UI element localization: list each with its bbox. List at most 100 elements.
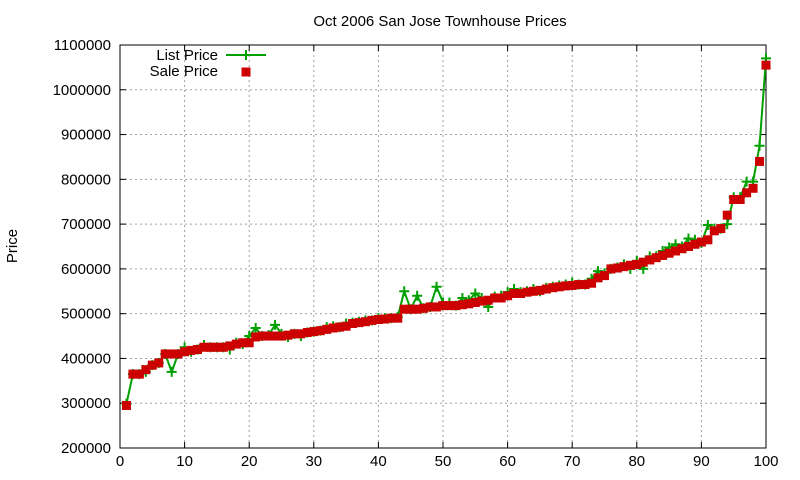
sale-price-point [212, 342, 222, 352]
sale-price-point [412, 304, 422, 314]
y-tick-label: 400000 [61, 350, 111, 367]
sale-price-point [574, 280, 584, 290]
sale-price-point [619, 262, 629, 272]
x-tick-label: 70 [564, 453, 581, 470]
sale-price-point [160, 349, 170, 359]
sale-price-point [354, 318, 364, 328]
y-tick-label: 800000 [61, 171, 111, 188]
sale-price-point [483, 295, 493, 305]
sale-price-point [703, 235, 713, 245]
sale-price-point [193, 344, 203, 354]
sale-price-point [612, 263, 622, 273]
sale-price-point [535, 285, 545, 295]
y-tick-label: 900000 [61, 127, 111, 144]
list-price-point [270, 319, 281, 330]
legend-marker-sale-price [241, 67, 251, 77]
sale-price-point [251, 332, 261, 342]
sale-price-point [490, 293, 500, 303]
sale-price-point [296, 329, 306, 339]
y-axis-label: Price [4, 229, 21, 263]
sale-price-point [360, 317, 370, 327]
sale-price-point [186, 345, 196, 355]
sale-price-point [496, 293, 506, 303]
sale-price-point [199, 342, 209, 352]
sale-price-point [690, 239, 700, 249]
sale-price-point [683, 242, 693, 251]
sale-price-point [289, 329, 299, 339]
sale-price-point [264, 331, 274, 341]
sale-price-point [380, 314, 390, 324]
sale-price-point [367, 315, 377, 325]
sale-price-point [309, 327, 319, 337]
list-price-point [754, 140, 765, 151]
sale-price-point [716, 224, 726, 234]
sale-price-point [432, 302, 442, 312]
sale-price-point [593, 273, 603, 283]
y-tick-label: 500000 [61, 306, 111, 323]
sale-price-point [315, 326, 325, 336]
x-tick-label: 50 [435, 453, 452, 470]
sale-price-point [561, 281, 571, 291]
sale-price-point [664, 248, 674, 258]
sale-price-point [283, 330, 293, 340]
sale-price-point [671, 246, 681, 256]
sale-price-point [134, 369, 144, 379]
sale-price-point [406, 304, 416, 314]
sale-price-point [277, 331, 286, 341]
series-layer [121, 53, 771, 410]
sale-price-point [393, 313, 403, 323]
sale-price-point [580, 280, 590, 290]
list-price-point [683, 233, 694, 244]
sale-price-point [696, 237, 706, 247]
x-tick-label: 0 [116, 453, 124, 470]
list-price-point [470, 288, 481, 299]
sale-price-point [600, 271, 609, 281]
ticks: 0 10 20 30 40 50 60 70 80 90 100 200000 300000 400000… [53, 37, 779, 470]
sale-price-point [742, 188, 752, 198]
sale-price-point [205, 342, 215, 352]
sale-price-point [516, 289, 526, 299]
sale-price-point [638, 257, 648, 267]
sale-price-point [147, 360, 157, 370]
sale-price-point [341, 321, 351, 331]
x-tick-label: 20 [241, 453, 258, 470]
sale-price-point [567, 280, 577, 290]
y-tick-label: 600000 [61, 261, 111, 278]
sale-price-point [154, 358, 164, 368]
x-tick-label: 100 [753, 453, 778, 470]
sale-price-point [438, 301, 448, 311]
sale-price-point [121, 400, 131, 410]
sale-price-point [548, 283, 558, 293]
sale-price-point [218, 342, 228, 352]
sale-price-point [761, 60, 771, 70]
legend-label-sale-price: Sale Price [150, 63, 218, 80]
chart-title: Oct 2006 San Jose Townhouse Prices [313, 13, 566, 30]
sale-price-point [709, 226, 719, 236]
y-tick-label: 700000 [61, 216, 111, 233]
list-price-point [431, 281, 442, 292]
x-tick-label: 10 [176, 453, 193, 470]
sale-price-point [509, 289, 519, 299]
x-tick-label: 90 [693, 453, 710, 470]
sale-price-point [238, 338, 248, 348]
legend: List Price Sale Price [150, 47, 266, 80]
sale-price-point [373, 314, 383, 324]
sale-price-point [651, 253, 661, 263]
sale-price-point [335, 322, 345, 332]
sale-price-point [419, 303, 429, 313]
sale-price-point [444, 301, 454, 311]
sale-price-point [399, 304, 409, 314]
sale-price-point [270, 331, 280, 341]
y-tick-label: 1000000 [53, 82, 111, 99]
sale-price-point [470, 297, 480, 307]
sale-price-point [522, 287, 532, 297]
legend-marker-list-price [241, 50, 251, 60]
sale-price-point [257, 331, 267, 341]
sale-price-point [755, 156, 765, 166]
sale-price-point [541, 284, 551, 294]
sale-price-point [735, 194, 745, 204]
sale-price-point [748, 183, 758, 193]
list-price-point [399, 286, 410, 297]
legend-label-list-price: List Price [156, 47, 218, 64]
